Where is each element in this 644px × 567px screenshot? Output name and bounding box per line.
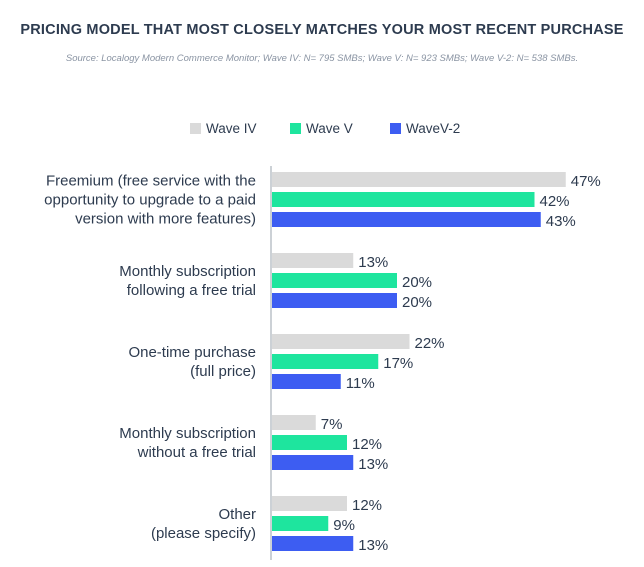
legend-label-3: WaveV-2 xyxy=(406,121,460,136)
category-labels: Freemium (free service with the opportuni… xyxy=(44,173,256,543)
category-label-2-line-2: following a free trial xyxy=(127,282,256,299)
category-label-1-line-1: Freemium (free service with the xyxy=(46,173,256,190)
category-label-1-line-3: version with more features) xyxy=(75,211,256,228)
bar-cat2-series2 xyxy=(272,273,397,288)
bars xyxy=(272,172,566,551)
value-label-cat5-series1: 12% xyxy=(352,497,382,514)
bar-cat5-series1 xyxy=(272,496,347,511)
value-label-cat1-series2: 42% xyxy=(540,193,570,210)
bar-cat3-series1 xyxy=(272,334,410,349)
bar-cat4-series2 xyxy=(272,435,347,450)
value-labels: 47%42% 43% 13% 20% 20% 22%17% 11% 7% 12% 13% 12% 9%… xyxy=(321,173,601,554)
category-label-2-line-1: Monthly subscription xyxy=(119,263,256,280)
legend-swatch-3 xyxy=(390,123,401,134)
bar-cat2-series1 xyxy=(272,253,354,268)
legend-label-1: Wave IV xyxy=(206,121,257,136)
category-label-5-line-1: Other xyxy=(218,506,256,523)
category-label-1-line-2: opportunity to upgrade to a paid xyxy=(44,192,256,209)
legend-swatch-2 xyxy=(290,123,301,134)
bar-cat2-series3 xyxy=(272,293,397,308)
value-label-cat1-series1: 47% xyxy=(571,173,601,190)
legend-swatch-1 xyxy=(190,123,201,134)
bar-cat1-series1 xyxy=(272,172,566,187)
bar-cat4-series1 xyxy=(272,415,316,430)
legend-label-2: Wave V xyxy=(306,121,353,136)
value-label-cat3-series2: 17% xyxy=(383,355,413,372)
bar-cat1-series3 xyxy=(272,212,541,227)
category-label-3-line-1: One-time purchase xyxy=(128,344,256,361)
value-label-cat1-series3: 43% xyxy=(546,213,576,230)
value-label-cat4-series2: 12% xyxy=(352,436,382,453)
bar-cat5-series2 xyxy=(272,516,329,531)
value-label-cat3-series1: 22% xyxy=(415,335,445,352)
bar-cat3-series3 xyxy=(272,374,341,389)
bar-cat3-series2 xyxy=(272,354,379,369)
category-label-4-line-1: Monthly subscription xyxy=(119,425,256,442)
chart-legend: Wave IV Wave V WaveV-2 xyxy=(190,121,460,136)
value-label-cat5-series2: 9% xyxy=(333,517,355,534)
chart-subtitle: Source: Localogy Modern Commerce Monitor… xyxy=(66,53,578,64)
value-label-cat2-series2: 20% xyxy=(402,274,432,291)
bar-cat5-series3 xyxy=(272,536,354,551)
category-label-4-line-2: without a free trial xyxy=(137,444,256,461)
value-label-cat4-series3: 13% xyxy=(358,456,388,473)
value-label-cat3-series3: 11% xyxy=(346,375,375,392)
bar-cat4-series3 xyxy=(272,455,354,470)
value-label-cat4-series1: 7% xyxy=(321,416,343,433)
category-label-5-line-2: (please specify) xyxy=(151,525,256,542)
category-label-3-line-2: (full price) xyxy=(190,363,256,380)
chart-title: PRICING MODEL THAT MOST CLOSELY MATCHES … xyxy=(20,22,623,38)
bar-cat1-series2 xyxy=(272,192,535,207)
value-label-cat5-series3: 13% xyxy=(358,537,388,554)
value-label-cat2-series1: 13% xyxy=(358,254,388,271)
value-label-cat2-series3: 20% xyxy=(402,294,432,311)
